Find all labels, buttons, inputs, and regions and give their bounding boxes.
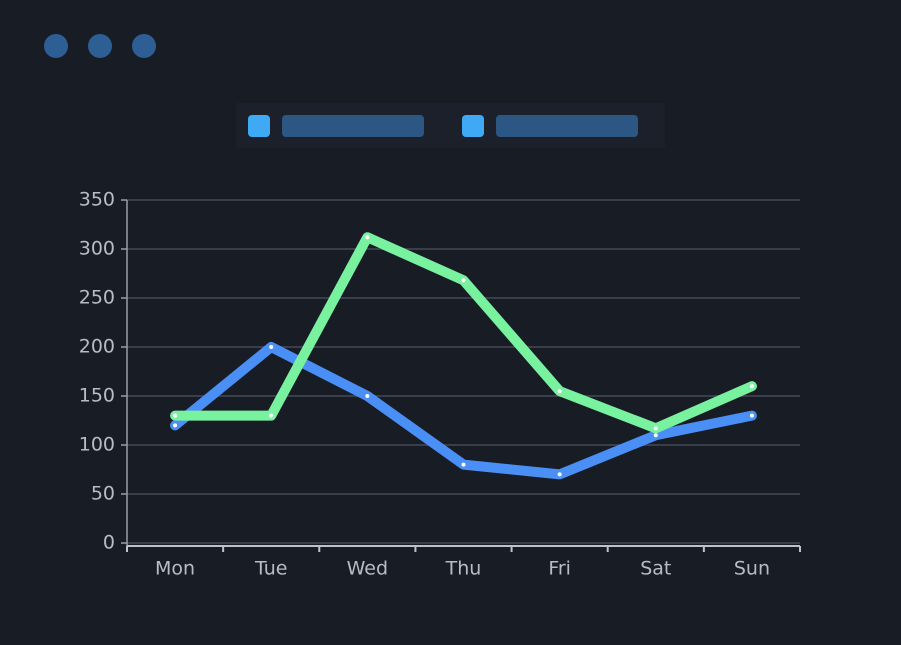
legend-swatch	[462, 115, 484, 137]
x-tick-label: Wed	[347, 558, 388, 580]
legend-swatch	[248, 115, 270, 137]
y-tick-label: 0	[103, 532, 115, 554]
legend-placeholder	[282, 115, 424, 137]
y-tick-label: 100	[79, 434, 115, 456]
x-tick-label: Sun	[734, 558, 770, 580]
x-tick-label: Mon	[155, 558, 195, 580]
point	[365, 235, 370, 240]
window-dot	[88, 34, 112, 58]
y-tick-label: 50	[91, 483, 115, 505]
point	[173, 413, 178, 418]
x-tick-label: Fri	[548, 558, 571, 580]
x-tick-label: Tue	[254, 558, 287, 580]
y-tick-label: 250	[79, 287, 115, 309]
legend-placeholder	[496, 115, 638, 137]
point	[269, 345, 274, 349]
point	[557, 389, 562, 394]
point	[269, 413, 274, 418]
point	[461, 278, 466, 283]
point	[749, 384, 754, 389]
y-tick-label: 200	[79, 336, 115, 358]
point	[749, 413, 754, 418]
window-dot	[44, 34, 68, 58]
window-dot	[132, 34, 156, 58]
y-tick-label: 150	[79, 385, 115, 407]
point	[461, 462, 466, 467]
y-tick-label: 300	[79, 238, 115, 260]
x-tick-label: Thu	[445, 558, 482, 580]
legend	[236, 103, 665, 148]
point	[365, 394, 370, 398]
point	[557, 472, 562, 477]
x-tick-label: Sat	[640, 558, 671, 580]
point	[653, 426, 658, 431]
y-tick-label: 350	[79, 189, 115, 211]
point	[173, 423, 178, 428]
point	[653, 433, 658, 438]
